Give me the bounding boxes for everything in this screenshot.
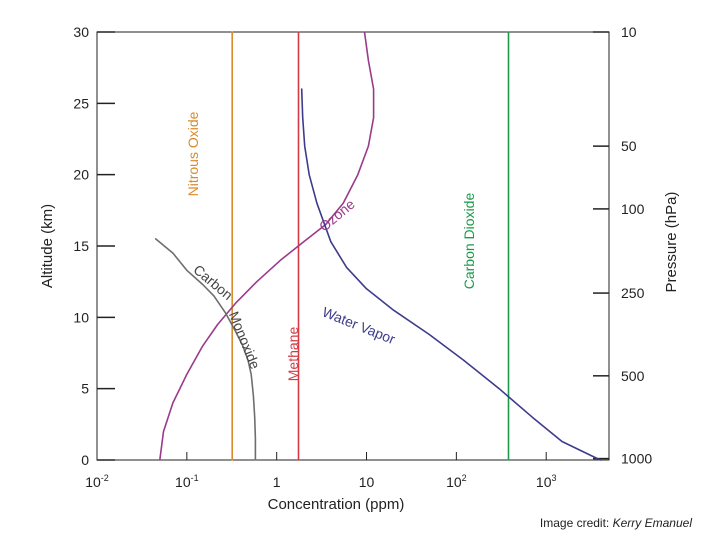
left-tick-label: 10 — [73, 309, 89, 325]
carbon-dioxide-label: Carbon Dioxide — [461, 193, 477, 290]
x-tick-label: 10 — [359, 474, 375, 490]
right-tick-label: 500 — [621, 368, 645, 384]
water-vapor-label: Water Vapor — [320, 304, 398, 348]
right-tick-label: 100 — [621, 201, 645, 217]
left-axis-label: Altitude (km) — [39, 204, 56, 288]
x-axis-label: Concentration (ppm) — [268, 496, 405, 513]
x-tick-label: 1 — [273, 474, 281, 490]
credit-name: Kerry Emanuel — [612, 516, 692, 530]
x-tick-label: 10-2 — [85, 473, 109, 490]
carbon-monoxide-label-1: Carbon — [190, 261, 235, 303]
right-tick-label: 250 — [621, 285, 645, 301]
image-credit: Image credit: Kerry Emanuel — [540, 516, 692, 530]
methane-label: Methane — [285, 327, 301, 382]
carbon-monoxide-line — [154, 238, 257, 461]
left-tick-label: 15 — [73, 238, 89, 254]
credit-prefix: Image credit: — [539, 516, 610, 530]
ozone-line — [159, 31, 375, 461]
water-vapor-line — [300, 88, 602, 461]
right-tick-label: 1000 — [621, 451, 652, 467]
series-group — [154, 31, 602, 461]
right-tick-label: 10 — [621, 24, 637, 40]
x-tick-label: 102 — [446, 473, 467, 490]
right-tick-label: 50 — [621, 138, 637, 154]
ozone-label: Ozone — [316, 196, 358, 235]
left-tick-label: 0 — [81, 452, 89, 468]
left-tick-label: 30 — [73, 24, 89, 40]
x-tick-label: 10-1 — [175, 473, 199, 490]
left-axis: 0 5 10 15 20 25 30 — [73, 24, 115, 468]
plot-frame — [96, 31, 610, 461]
left-tick-label: 5 — [81, 381, 89, 397]
right-axis-label: Pressure (hPa) — [663, 192, 680, 293]
left-tick-label: 20 — [73, 167, 89, 183]
x-tick-label: 103 — [536, 473, 557, 490]
nitrous-oxide-label: Nitrous Oxide — [185, 111, 201, 196]
left-tick-label: 25 — [73, 95, 89, 111]
right-axis: 10 50 100 250 500 1000 — [593, 24, 652, 467]
x-axis: 10-2 10-1 1 10 102 103 — [85, 452, 557, 490]
